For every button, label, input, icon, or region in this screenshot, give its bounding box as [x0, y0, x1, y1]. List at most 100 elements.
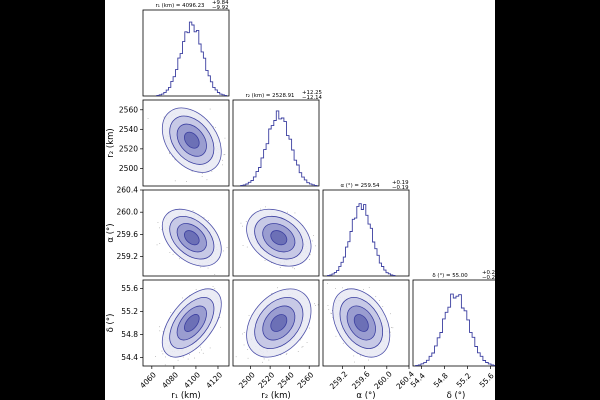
- sample-point: [201, 349, 202, 351]
- sample-point: [164, 364, 166, 366]
- sample-point: [187, 358, 189, 360]
- sample-point: [314, 303, 315, 305]
- sample-point: [306, 342, 308, 343]
- sample-point: [159, 326, 160, 328]
- sample-point: [212, 126, 214, 128]
- sample-point: [265, 206, 266, 208]
- hist-title-err-minus-r2: −12.14: [302, 95, 323, 101]
- sample-point: [292, 267, 294, 269]
- corner-plot-canvas: r₁ (km) = 4096.23 +9.84 −9.92 r₂ (km) = 252…: [105, 0, 495, 400]
- sample-point: [226, 247, 228, 248]
- sample-point: [201, 176, 203, 177]
- sample-point: [203, 217, 205, 219]
- sample-point: [311, 240, 313, 242]
- sample-point: [182, 297, 183, 299]
- sample-point: [262, 361, 263, 363]
- sample-point: [271, 293, 273, 294]
- hist-step-delta: [415, 293, 495, 366]
- sample-point: [211, 171, 213, 172]
- sample-point: [301, 346, 303, 348]
- sample-point: [280, 354, 282, 356]
- sample-point: [330, 312, 332, 314]
- sample-point: [174, 180, 176, 182]
- sample-point: [165, 356, 166, 358]
- sample-point: [294, 268, 295, 270]
- sample-point: [214, 274, 216, 275]
- sample-point: [375, 296, 377, 297]
- sample-point: [200, 346, 201, 348]
- sample-point: [235, 356, 237, 358]
- sample-point: [279, 267, 281, 268]
- panel-frame-r1-alpha: [142, 189, 230, 277]
- sample-point: [302, 346, 304, 347]
- sample-point: [260, 208, 261, 210]
- sample-point: [220, 326, 221, 328]
- sample-point: [317, 304, 319, 306]
- sample-point: [327, 283, 328, 284]
- hist-title-r2: r₂ (km) = 2528.91: [246, 93, 295, 99]
- contour-r1-alpha-0: [184, 230, 200, 246]
- sample-point: [215, 127, 216, 128]
- contour-r2-delta-0: [270, 314, 288, 332]
- sample-point: [191, 170, 193, 172]
- sample-point: [224, 137, 226, 139]
- corner-plot: r₁ (km) = 4096.23 +9.84−9.92 r₂ (km) = 252…: [106, 0, 495, 400]
- hist-title-err-plus-delta: +0.22: [482, 270, 495, 276]
- sample-point: [382, 306, 384, 307]
- sample-point: [172, 253, 174, 255]
- sample-point: [172, 156, 174, 158]
- sample-point: [209, 108, 211, 110]
- sample-point: [242, 333, 243, 335]
- hist-title-err-minus-r1: −9.92: [212, 5, 229, 11]
- sample-point: [147, 118, 149, 119]
- sample-point: [243, 344, 245, 346]
- hist-step-r1: [156, 21, 228, 96]
- hist-title-err-plus-r1: +9.84: [212, 0, 229, 6]
- sample-point: [162, 353, 164, 355]
- sample-point: [182, 356, 184, 358]
- contour-r1-r2-0: [184, 131, 200, 149]
- sample-point: [342, 287, 343, 289]
- sample-point: [327, 305, 329, 306]
- sample-point: [301, 337, 303, 339]
- sample-point: [212, 286, 214, 287]
- hist-title-err-minus-alpha: −0.19: [392, 185, 409, 191]
- sample-point: [297, 351, 299, 352]
- hist-frame-delta: [412, 279, 495, 367]
- sample-point: [294, 212, 296, 214]
- hist-title-err-minus-delta: −0.22: [482, 275, 495, 281]
- sample-point: [214, 288, 216, 289]
- sample-point: [356, 353, 358, 354]
- sample-point: [161, 228, 163, 230]
- sample-point: [155, 356, 156, 357]
- sample-point: [368, 287, 370, 288]
- sample-point: [179, 258, 180, 260]
- sample-point: [223, 154, 225, 156]
- sample-point: [224, 154, 226, 155]
- sample-point: [186, 181, 187, 182]
- sample-point: [192, 210, 194, 211]
- sample-point: [335, 335, 337, 337]
- sample-point: [328, 309, 330, 310]
- sample-point: [313, 235, 314, 236]
- sample-point: [207, 267, 209, 269]
- sample-point: [157, 222, 159, 223]
- sample-point: [242, 245, 244, 246]
- hist-title-err-plus-alpha: +0.19: [392, 180, 409, 186]
- sample-point: [309, 254, 311, 256]
- sample-point: [169, 152, 170, 154]
- hist-title-alpha: α (°) = 259.54: [341, 183, 381, 189]
- hist-title-r1: r₁ (km) = 4096.23: [156, 3, 205, 9]
- sample-point: [219, 317, 221, 318]
- hist-title-delta: δ (°) = 55.00: [432, 273, 468, 279]
- sample-point: [342, 342, 344, 344]
- sample-point: [169, 252, 171, 253]
- sample-point: [222, 159, 223, 161]
- sample-point: [309, 259, 310, 260]
- sample-point: [245, 221, 247, 222]
- sample-point: [379, 300, 380, 301]
- sample-point: [223, 250, 224, 252]
- sample-point: [300, 339, 301, 341]
- hist-frame-r1: [142, 9, 230, 97]
- sample-point: [332, 317, 334, 318]
